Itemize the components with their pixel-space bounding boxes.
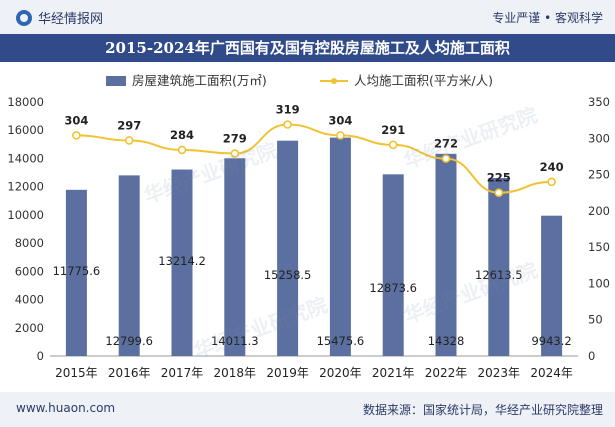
y-right-tick-label: 100: [588, 276, 610, 290]
x-tick-label: 2017年: [161, 366, 204, 380]
line-point: [336, 131, 345, 140]
brand-name: 华经情报网: [38, 12, 104, 27]
y-left-tick-label: 16000: [7, 123, 44, 137]
chart-title: 2015-2024年广西国有及国有控股房屋施工及人均施工面积: [0, 34, 615, 62]
line-value-label: 272: [434, 137, 458, 151]
bar-value-label: 14011.3: [211, 334, 259, 348]
logo-icon: [16, 9, 32, 26]
plot-area: 华经产业研究院 华经产业研究院 华经产业研究院 华经产业研究院 房屋建筑施工面积…: [0, 62, 615, 392]
y-left-tick-label: 6000: [15, 264, 44, 278]
legend-line-label: 人均施工面积(平方米/人): [354, 73, 493, 88]
line-value-label: 304: [328, 113, 352, 127]
line-point: [388, 140, 398, 150]
x-tick-label: 2020年: [319, 366, 362, 380]
bar: [277, 140, 299, 356]
line-point: [283, 120, 292, 129]
y-left-tick-label: 12000: [7, 180, 44, 194]
bar-value-label: 13214.2: [158, 254, 206, 268]
x-tick-label: 2022年: [425, 366, 468, 380]
bar: [488, 178, 510, 356]
y-right-tick-label: 150: [588, 240, 610, 254]
footer: www.huaon.com 数据来源：国家统计局，华经产业研究院整理: [0, 392, 615, 427]
y-left-tick-label: 14000: [7, 151, 44, 165]
top-bar: 华经情报网 专业严谨 • 客观科学: [0, 0, 615, 34]
bar: [435, 153, 457, 356]
legend-bar-label: 房屋建筑施工面积(万㎡): [132, 73, 267, 88]
bar: [329, 137, 351, 356]
y-left-tick-label: 0: [37, 349, 44, 363]
bar: [224, 158, 246, 356]
bar: [171, 169, 193, 356]
y-right-tick-label: 350: [588, 95, 610, 109]
bar-value-label: 15475.6: [317, 334, 365, 348]
line-value-label: 284: [170, 128, 194, 142]
y-right-tick-label: 300: [588, 131, 610, 145]
line-value-label: 279: [223, 132, 247, 146]
bar: [382, 174, 404, 356]
y-left-tick-label: 8000: [15, 236, 44, 250]
y-right-tick-label: 250: [588, 168, 610, 182]
line-value-label: 297: [117, 118, 141, 132]
line-value-label: 291: [381, 123, 405, 137]
x-tick-label: 2015年: [55, 366, 98, 380]
line-point: [494, 188, 504, 198]
legend-bar-swatch: [106, 76, 126, 86]
x-tick-label: 2023年: [478, 366, 521, 380]
line-value-label: 225: [487, 171, 511, 185]
y-left-tick-label: 2000: [15, 321, 44, 335]
bar-value-label: 12799.6: [105, 334, 153, 348]
x-tick-label: 2024年: [530, 366, 573, 380]
bar-value-label: 14328: [428, 334, 465, 348]
data-source: 数据来源：国家统计局，华经产业研究院整理: [362, 403, 603, 417]
bar: [65, 189, 87, 356]
bar-value-label: 15258.5: [264, 268, 312, 282]
x-tick-label: 2018年: [214, 366, 257, 380]
y-right-tick-label: 0: [588, 349, 595, 363]
bar: [541, 215, 563, 356]
y-left-tick-label: 10000: [7, 208, 44, 222]
brand: 华经情报网: [16, 8, 103, 27]
website-url[interactable]: www.huaon.com: [16, 401, 116, 415]
line-point: [230, 149, 240, 158]
bar-value-label: 12873.6: [369, 281, 417, 295]
line-value-label: 304: [64, 113, 88, 127]
line-point: [547, 177, 556, 187]
bar-value-label: 9943.2: [531, 334, 571, 348]
bar: [118, 175, 140, 356]
line-series: [76, 123, 552, 194]
line-point: [72, 131, 81, 140]
y-right-tick-label: 50: [588, 313, 603, 327]
bar-value-label: 12613.5: [475, 268, 523, 282]
x-tick-label: 2021年: [372, 366, 415, 380]
line-point: [124, 136, 134, 145]
y-left-tick-label: 18000: [7, 95, 44, 109]
line-value-label: 240: [540, 160, 564, 174]
line-point: [177, 145, 187, 155]
y-left-tick-label: 4000: [15, 293, 44, 307]
slogan: 专业严谨 • 客观科学: [492, 11, 603, 25]
legend-line-marker: [331, 78, 337, 84]
x-tick-label: 2016年: [108, 366, 151, 380]
bar-value-label: 11775.6: [53, 264, 101, 278]
line-point: [441, 154, 451, 163]
chart-svg: 房屋建筑施工面积(万㎡) 人均施工面积(平方米/人)020004000600080…: [7, 73, 610, 380]
line-value-label: 319: [276, 102, 300, 116]
y-right-tick-label: 200: [588, 204, 610, 218]
x-tick-label: 2019年: [266, 366, 309, 380]
